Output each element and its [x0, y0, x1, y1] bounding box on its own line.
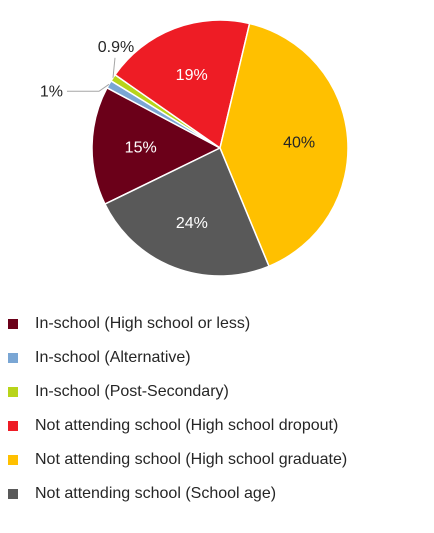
legend-swatch	[8, 319, 18, 329]
pie-slice	[103, 146, 270, 277]
legend-swatch	[8, 489, 18, 499]
legend-swatch	[8, 353, 18, 363]
legend-item: Not attending school (High school gradua…	[8, 444, 432, 476]
pie-slice	[219, 22, 349, 268]
legend-item: In-school (Post-Secondary)	[8, 376, 432, 408]
data-label: 1%	[40, 83, 63, 100]
legend-item: In-school (High school or less)	[8, 308, 432, 340]
data-label: 24%	[176, 215, 208, 232]
legend-label: In-school (Post-Secondary)	[35, 383, 229, 400]
data-label: 19%	[176, 67, 208, 84]
pie-slice	[113, 19, 251, 150]
legend-label: In-school (Alternative)	[35, 349, 191, 366]
data-label: 0.9%	[98, 39, 134, 56]
data-label: 40%	[283, 135, 315, 152]
data-label: 15%	[125, 140, 157, 157]
pie-slice	[91, 86, 222, 206]
legend-item: Not attending school (School age)	[8, 478, 432, 510]
legend-swatch	[8, 455, 18, 465]
legend-label: In-school (High school or less)	[35, 315, 251, 332]
pie-plot-area: 15% 1% 0.9% 19% 40% 24%	[40, 19, 349, 277]
chart-legend: In-school (High school or less) In-schoo…	[8, 308, 432, 512]
legend-label: Not attending school (School age)	[35, 485, 277, 502]
leader-line	[67, 83, 110, 92]
legend-swatch	[8, 387, 18, 397]
legend-item: In-school (Alternative)	[8, 342, 432, 374]
leader-line	[112, 57, 116, 78]
legend-swatch	[8, 421, 18, 431]
legend-label: Not attending school (High school gradua…	[35, 451, 348, 468]
legend-label: Not attending school (High school dropou…	[35, 417, 339, 434]
legend-item: Not attending school (High school dropou…	[8, 410, 432, 442]
